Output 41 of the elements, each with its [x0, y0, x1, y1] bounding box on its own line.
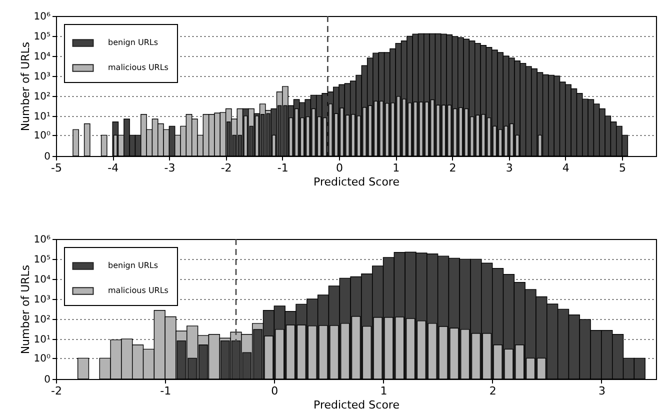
x-tick-label: 1: [392, 162, 400, 174]
x-tick-label: 3: [506, 162, 513, 174]
x-tick-label: 3: [598, 384, 606, 398]
x-tick-label: 2: [489, 384, 496, 398]
legend-label: malicious URLs: [108, 63, 168, 72]
y-tick-label: 10⁴: [34, 52, 50, 62]
x-tick-label: -1: [277, 162, 288, 174]
legend-label: benign URLs: [108, 261, 158, 270]
x-tick-label: -4: [108, 162, 119, 174]
y-tick-label: 10⁴: [34, 274, 50, 286]
x-tick-label: 2: [449, 162, 456, 174]
x-axis-title: Predicted Score: [314, 176, 400, 188]
x-tick-label: -2: [51, 384, 62, 398]
y-axis-title: Number of URLs: [18, 42, 32, 132]
y-tick-label: 10¹: [34, 111, 50, 122]
y-tick-label: 10³: [34, 294, 50, 306]
y-tick-label: 10⁶: [34, 234, 50, 246]
x-tick-label: -2: [220, 162, 232, 174]
y-tick-label: 10¹: [34, 334, 50, 346]
y-axis-title: Number of URLs: [18, 264, 32, 354]
y-tick-label: 10⁶: [34, 12, 50, 22]
x-tick-label: 5: [619, 162, 626, 174]
y-tick-label: 10²: [34, 91, 50, 102]
y-tick-label: 0: [44, 374, 50, 386]
x-tick-label: -5: [51, 162, 62, 174]
y-tick-label: 10³: [34, 72, 50, 82]
y-tick-label: 10⁰: [34, 130, 50, 142]
y-tick-label: 10⁵: [34, 32, 50, 42]
x-tick-label: -1: [160, 384, 172, 398]
x-tick-label: 0: [271, 384, 278, 398]
x-axis-title: Predicted Score: [314, 398, 400, 412]
y-tick-label: 0: [44, 152, 50, 162]
y-tick-label: 10⁰: [34, 354, 50, 365]
legend-label: benign URLs: [108, 38, 158, 47]
x-tick-label: -3: [164, 162, 176, 174]
y-tick-label: 10²: [34, 314, 50, 326]
x-tick-label: 4: [562, 162, 570, 174]
y-tick-label: 10⁵: [34, 254, 50, 266]
x-tick-label: 1: [380, 384, 388, 398]
x-tick-label: 0: [336, 162, 344, 174]
legend-label: malicious URLs: [108, 286, 168, 295]
